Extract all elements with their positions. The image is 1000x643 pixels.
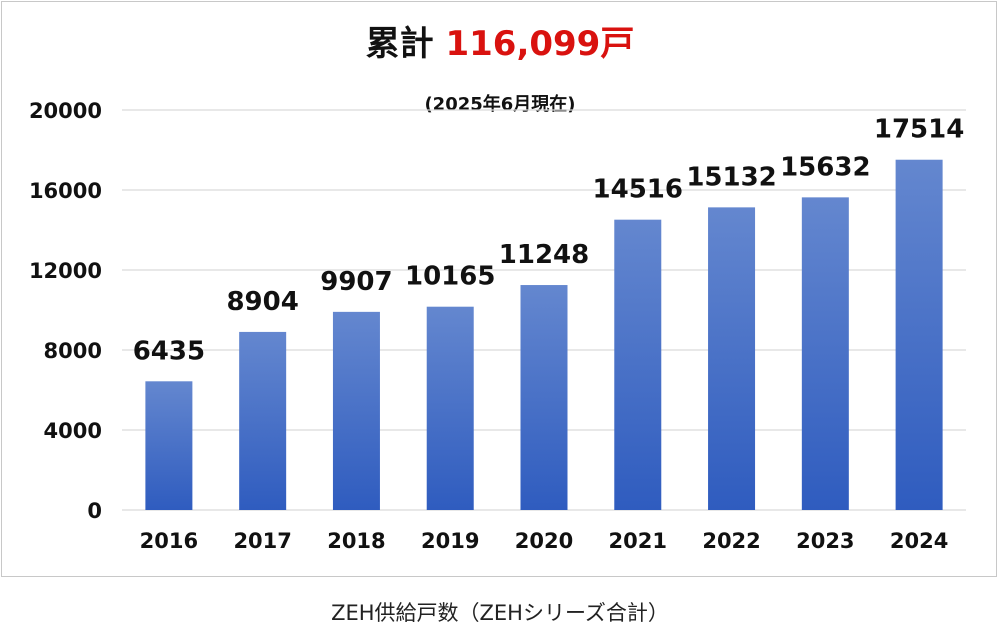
data-label-2019: 10165: [405, 262, 495, 292]
y-axis-ticks: 0 4000 8000 12000 16000 20000: [29, 99, 102, 523]
bar-2024: [895, 159, 943, 510]
bars: [145, 159, 943, 511]
x-tick-label-2021: 2021: [609, 529, 667, 553]
x-tick-label-2023: 2023: [796, 529, 854, 553]
data-label-2023: 15632: [780, 152, 870, 182]
data-label-2024: 17514: [874, 115, 964, 145]
bar-2020: [520, 285, 568, 510]
chart-title-prefix: 累計: [365, 24, 446, 64]
x-tick-label-2018: 2018: [327, 529, 385, 553]
bar-2023: [801, 197, 849, 511]
data-label-2018: 9907: [320, 267, 392, 297]
y-tick-label: 20000: [29, 99, 102, 123]
bar-2019: [426, 306, 474, 510]
bar-2022: [708, 207, 756, 511]
bar-2021: [614, 219, 662, 510]
x-tick-label-2020: 2020: [515, 529, 573, 553]
y-tick-label: 12000: [29, 259, 102, 283]
bar-2016: [145, 381, 193, 510]
y-tick-label: 4000: [44, 419, 102, 443]
bar-2018: [332, 311, 380, 510]
bar-2017: [239, 331, 287, 510]
x-tick-label-2017: 2017: [233, 529, 291, 553]
data-label-2020: 11248: [499, 240, 589, 270]
data-label-2022: 15132: [686, 162, 776, 192]
chart-title: 累計 116,099戸: [0, 16, 1000, 65]
x-tick-label-2024: 2024: [890, 529, 948, 553]
x-axis-ticks: 2016 2017 2018 2019 2020 2021 2022 2023 2024: [140, 529, 949, 553]
chart-title-total: 116,099戸: [445, 24, 635, 64]
data-label-2021: 14516: [593, 175, 683, 205]
y-tick-label: 16000: [29, 179, 102, 203]
y-tick-label: 0: [87, 499, 102, 523]
y-tick-label: 8000: [44, 339, 102, 363]
x-tick-label-2022: 2022: [702, 529, 760, 553]
data-label-2017: 8904: [226, 287, 298, 317]
x-tick-label-2019: 2019: [421, 529, 479, 553]
x-tick-label-2016: 2016: [140, 529, 198, 553]
chart-caption: ZEH供給戸数（ZEHシリーズ合計）: [331, 601, 669, 625]
data-label-2016: 6435: [133, 336, 205, 366]
